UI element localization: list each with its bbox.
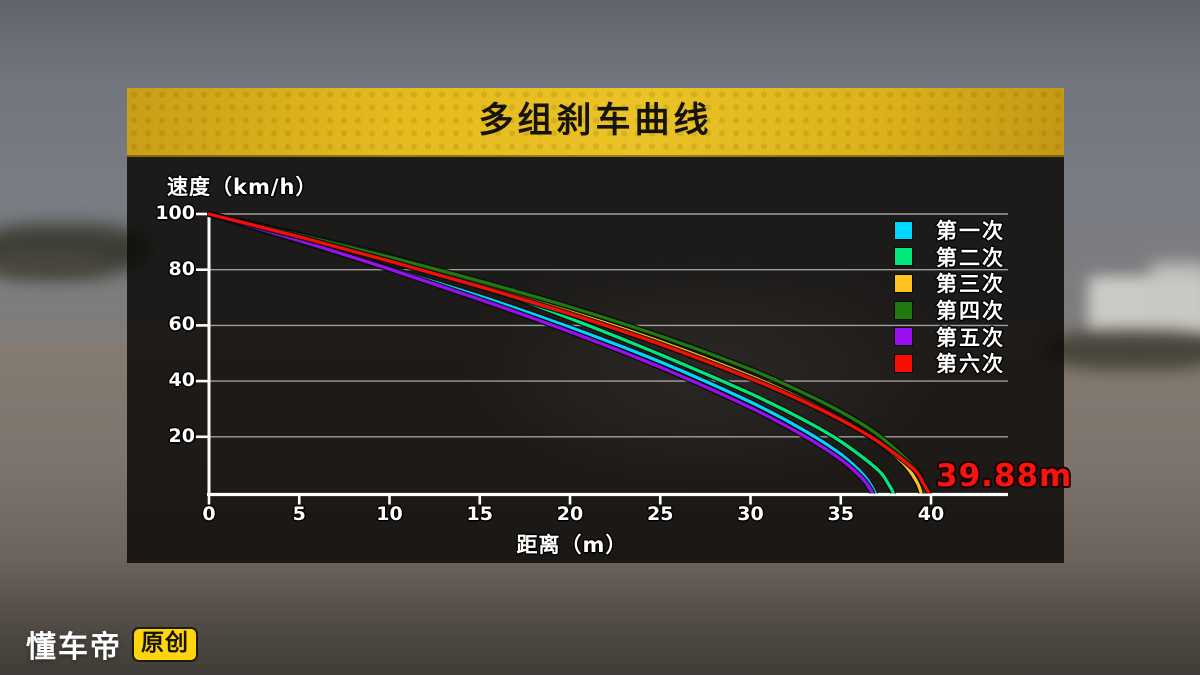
background-trees-right: [1045, 330, 1200, 370]
y-tick-label: 20: [168, 424, 195, 447]
legend-item: 第一次: [895, 217, 1005, 244]
y-tick-label: 80: [168, 257, 195, 280]
legend-label: 第二次: [936, 245, 1005, 270]
legend-swatch: [895, 328, 912, 346]
x-tick-label: 35: [827, 503, 854, 525]
y-tick-label: 100: [155, 202, 195, 224]
legend-label: 第六次: [936, 352, 1005, 377]
legend-item: 第五次: [895, 323, 1005, 350]
legend-label: 第一次: [936, 219, 1005, 244]
x-tick-label: 20: [556, 503, 584, 525]
legend-label: 第三次: [936, 272, 1005, 297]
legend-item: 第六次: [895, 350, 1005, 377]
x-tick-label: 15: [466, 503, 493, 525]
x-axis-title: 距离（m）: [516, 533, 628, 557]
x-tick-label: 0: [202, 503, 216, 525]
legend-swatch: [895, 248, 912, 266]
legend-label: 第五次: [936, 325, 1005, 350]
legend-item: 第三次: [895, 270, 1005, 297]
original-badge: 原创: [132, 626, 198, 662]
x-tick-label: 40: [917, 503, 945, 525]
chart-title: 多组刹车曲线: [478, 101, 713, 141]
x-tick-label: 5: [292, 503, 306, 525]
y-tick-label: 40: [168, 369, 195, 392]
legend-item: 第四次: [895, 297, 1005, 324]
brand-name: 懂车帝: [26, 630, 122, 665]
legend-swatch: [895, 274, 912, 292]
legend-item: 第二次: [895, 244, 1005, 271]
x-tick-label: 10: [376, 503, 403, 525]
stopping-distance-label: 39.88m: [936, 458, 1073, 494]
brand-watermark: 懂车帝 原创: [26, 622, 198, 666]
legend-swatch: [895, 301, 912, 319]
chart-legend: 第一次 第二次 第三次 第四次 第五次 第六次: [895, 217, 1005, 377]
legend-swatch: [895, 221, 912, 239]
y-axis-title: 速度（km/h）: [167, 175, 318, 199]
x-tick-label: 25: [647, 503, 674, 525]
x-tick-label: 30: [737, 503, 764, 525]
background-vignette: [0, 555, 1200, 675]
chart-title-bar: 多组刹车曲线: [127, 88, 1064, 157]
legend-swatch: [895, 354, 912, 372]
y-tick-label: 60: [168, 313, 195, 336]
background-trees-left-light: [0, 248, 105, 278]
background-building-right-2: [1150, 262, 1200, 332]
legend-label: 第四次: [936, 299, 1005, 324]
